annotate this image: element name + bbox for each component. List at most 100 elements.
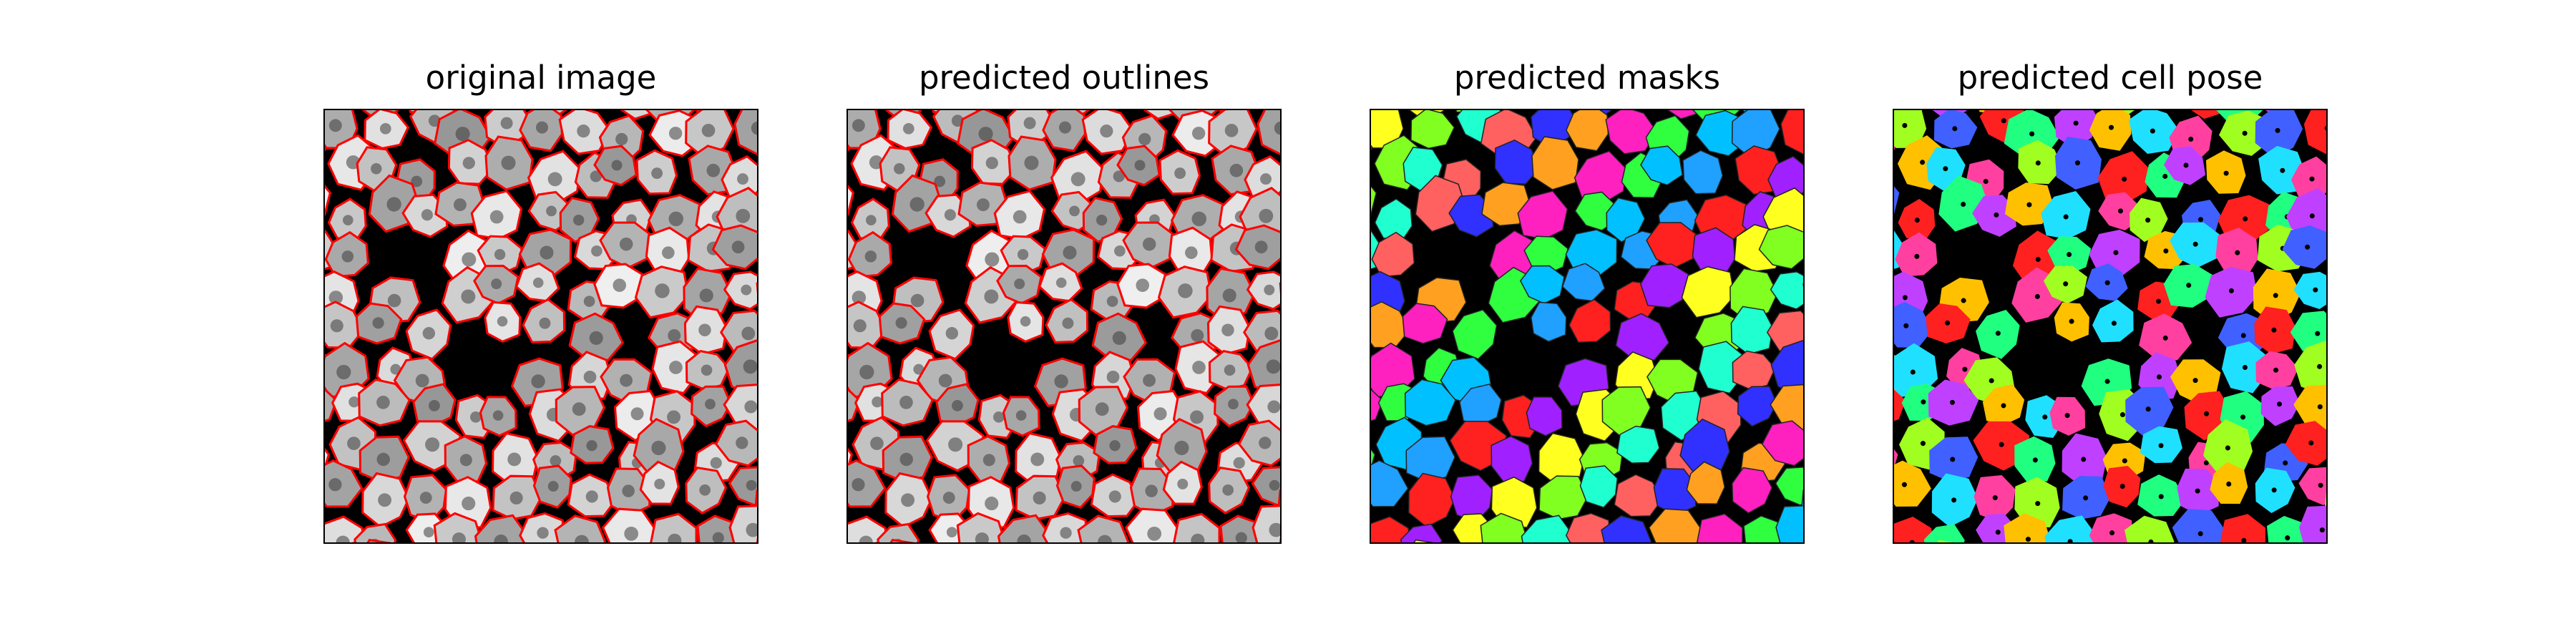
cell-nucleus xyxy=(492,410,504,421)
cell-nucleus xyxy=(944,209,956,221)
cell-region xyxy=(1770,271,1803,310)
cell-nucleus xyxy=(1260,173,1272,185)
cell-region xyxy=(2294,340,2326,396)
cell-nucleus xyxy=(1191,211,1206,227)
cell-center-dot xyxy=(2318,482,2323,488)
cell-center-dot xyxy=(2204,411,2210,416)
cell-region xyxy=(1519,265,1565,305)
cell-nucleus xyxy=(1192,361,1206,374)
cell-nucleus xyxy=(866,215,877,225)
cell-center-dot xyxy=(2240,333,2246,338)
cell-nucleus xyxy=(1017,249,1029,260)
cell-nucleus xyxy=(494,249,506,260)
cell-nucleus xyxy=(500,117,513,130)
cell-region xyxy=(325,185,331,216)
cell-center-dot xyxy=(2122,176,2127,182)
cell-region xyxy=(1775,467,1803,506)
cell-nucleus xyxy=(1267,400,1280,414)
cell-nucleus xyxy=(1233,457,1245,469)
cell-region xyxy=(1371,516,1411,542)
cell-region xyxy=(2172,509,2224,542)
cell-nucleus xyxy=(731,240,745,254)
cell-center-dot xyxy=(2309,213,2315,219)
cell-center-dot xyxy=(2074,160,2081,166)
cell-region xyxy=(1616,425,1660,464)
title-predicted-outlines: predicted outlines xyxy=(918,59,1210,97)
cell-nucleus xyxy=(583,370,597,384)
cell-nucleus xyxy=(706,163,721,177)
cell-nucleus xyxy=(1109,440,1121,452)
cell-region xyxy=(1404,379,1457,426)
cell-center-dot xyxy=(2145,218,2151,223)
cell-center-dot xyxy=(2271,487,2277,493)
cell-region xyxy=(1894,301,1933,348)
cell-nucleus xyxy=(547,481,559,492)
cell-nucleus xyxy=(1113,170,1125,182)
cell-center-dot xyxy=(2109,530,2115,536)
cell-center-dot xyxy=(2275,127,2280,133)
cell-center-dot xyxy=(2025,537,2031,542)
cell-nucleus xyxy=(462,497,476,511)
cell-center-dot xyxy=(1909,540,1915,542)
cell-region xyxy=(848,388,862,422)
cell-nucleus xyxy=(662,246,675,259)
cell-region xyxy=(2299,505,2326,542)
cell-center-dot xyxy=(2280,167,2285,173)
cell-nucleus xyxy=(428,114,441,127)
cell-nucleus xyxy=(1138,132,1151,146)
cell-nucleus xyxy=(746,479,757,491)
cell-nucleus xyxy=(494,535,508,542)
cell-nucleus xyxy=(540,245,554,260)
cell-region xyxy=(601,507,656,542)
cell-center-dot xyxy=(2242,364,2248,371)
cell-nucleus xyxy=(1235,532,1247,542)
cell-region xyxy=(554,514,607,542)
cell-center-dot xyxy=(2313,287,2318,293)
cell-nucleus xyxy=(945,327,959,340)
cell-nucleus xyxy=(372,317,384,329)
cell-region xyxy=(1257,110,1280,156)
cell-center-dot xyxy=(1989,378,1994,384)
cell-region xyxy=(1371,389,1384,421)
cell-region xyxy=(1530,301,1567,343)
cell-nucleus xyxy=(651,167,663,180)
cell-nucleus xyxy=(573,214,585,226)
cell-region xyxy=(2303,110,2326,155)
cell-nucleus xyxy=(746,522,757,537)
cell-nucleus xyxy=(429,400,440,411)
cell-center-dot xyxy=(1995,331,2001,336)
cell-center-dot xyxy=(1962,366,1968,372)
cell-center-dot xyxy=(2122,458,2127,464)
cell-nucleus xyxy=(1054,374,1068,389)
cell-center-dot xyxy=(2035,501,2041,507)
cell-nucleus xyxy=(376,396,390,409)
cell-region xyxy=(1696,513,1743,542)
cell-region xyxy=(1731,467,1773,514)
cell-region xyxy=(2285,421,2326,466)
cell-center-dot xyxy=(1903,323,1909,328)
cell-region xyxy=(1246,384,1280,432)
cell-nucleus xyxy=(452,532,466,542)
cell-region xyxy=(1681,265,1735,318)
cell-nucleus xyxy=(699,288,713,303)
cell-region xyxy=(1402,303,1448,344)
cell-nucleus xyxy=(1070,172,1085,187)
predicted-masks-image xyxy=(1371,110,1803,542)
cell-nucleus xyxy=(1024,155,1039,170)
cell-center-dot xyxy=(2063,214,2069,220)
cell-nucleus xyxy=(387,293,401,308)
cell-nucleus xyxy=(1023,117,1036,130)
cell-center-dot xyxy=(1914,218,1920,223)
cell-region xyxy=(1648,508,1702,542)
cell-nucleus xyxy=(622,484,635,497)
cell-nucleus xyxy=(1145,484,1158,497)
cell-nucleus xyxy=(870,436,884,451)
cell-region xyxy=(1894,389,1906,421)
cell-nucleus xyxy=(872,396,883,408)
cell-center-dot xyxy=(1914,253,1920,259)
cell-nucleus xyxy=(993,411,1005,423)
cell-nucleus xyxy=(741,326,756,341)
cell-center-dot xyxy=(2032,457,2038,463)
cell-nucleus xyxy=(1070,481,1082,492)
cell-nucleus xyxy=(1185,246,1198,259)
